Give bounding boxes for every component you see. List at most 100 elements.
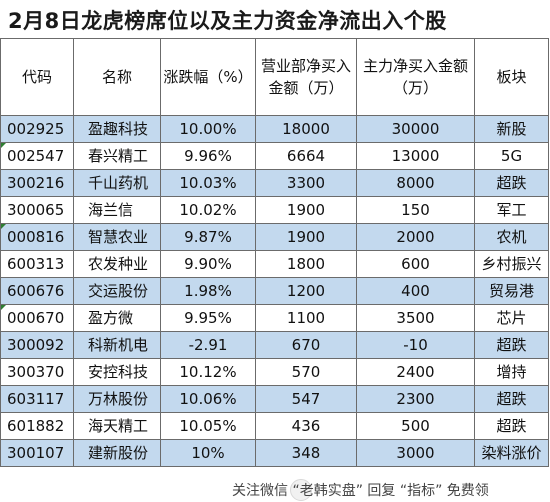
cell-name: 海兰信 xyxy=(73,196,161,224)
cell-marker-icon xyxy=(1,143,6,148)
cell-name-text: 盈趣科技 xyxy=(88,120,149,138)
cell-dept-net-buy-text: 1900 xyxy=(286,201,326,219)
cell-dept-net-buy: 3300 xyxy=(255,169,357,197)
cell-change: 10.03% xyxy=(160,169,256,197)
cell-name: 盈方微 xyxy=(73,304,161,332)
cell-marker-icon xyxy=(1,224,6,229)
cell-code: 600676 xyxy=(0,277,74,305)
cell-sector: 新股 xyxy=(474,115,549,143)
cell-change-text: 9.90% xyxy=(184,255,232,273)
cell-name-text: 春兴精工 xyxy=(88,147,149,165)
cell-sector-text: 芯片 xyxy=(496,309,527,327)
cell-main-net-buy: 400 xyxy=(356,277,475,305)
cell-change: 9.90% xyxy=(160,250,256,278)
table-row: 002547 春兴精工 9.96% 6664 13000 5G xyxy=(0,142,549,170)
cell-dept-net-buy-text: 1100 xyxy=(286,309,326,327)
cell-dept-net-buy: 1100 xyxy=(255,304,357,332)
cell-code: 600313 xyxy=(0,250,74,278)
cell-code: 300107 xyxy=(0,439,74,467)
cell-name-text: 安控科技 xyxy=(88,363,149,381)
cell-dept-net-buy: 570 xyxy=(255,358,357,386)
cell-code-text: 300370 xyxy=(7,363,65,381)
cell-dept-net-buy: 6664 xyxy=(255,142,357,170)
cell-main-net-buy: -10 xyxy=(356,331,475,359)
cell-main-net-buy-text: 500 xyxy=(401,417,430,435)
watermark-bar: 关注微信 “老韩实盘” 回复 “指标” 免费领 xyxy=(0,476,550,502)
cell-dept-net-buy: 18000 xyxy=(255,115,357,143)
cell-change: 10% xyxy=(160,439,256,467)
cell-main-net-buy-text: 3000 xyxy=(396,444,435,462)
cell-dept-net-buy-text: 670 xyxy=(291,336,321,354)
cell-sector-text: 染料涨价 xyxy=(481,444,542,462)
cell-code-text: 600676 xyxy=(7,282,65,300)
cell-dept-net-buy-text: 1900 xyxy=(286,228,326,246)
cell-dept-net-buy: 547 xyxy=(255,385,357,413)
cell-sector: 增持 xyxy=(474,358,549,386)
cell-sector: 乡村振兴 xyxy=(474,250,549,278)
cell-code-text: 603117 xyxy=(7,390,65,408)
cell-dept-net-buy-text: 547 xyxy=(291,390,321,408)
cell-code: 300370 xyxy=(0,358,74,386)
cell-sector-text: 超跌 xyxy=(496,336,527,354)
cell-code: 000816 xyxy=(0,223,74,251)
cell-dept-net-buy: 1800 xyxy=(255,250,357,278)
table-row: 300370 安控科技 10.12% 570 2400 增持 xyxy=(0,358,549,386)
cell-sector-text: 乡村振兴 xyxy=(481,255,542,273)
cell-change-text: 10.02% xyxy=(179,201,237,219)
cell-main-net-buy-text: 150 xyxy=(401,201,430,219)
cell-code: 601882 xyxy=(0,412,74,440)
cell-code-text: 300107 xyxy=(7,444,65,462)
cell-sector-text: 超跌 xyxy=(496,390,527,408)
col-header-main-net-buy: 主力净买入金额（万） xyxy=(356,38,475,116)
cell-name: 安控科技 xyxy=(73,358,161,386)
table-row: 601882 海天精工 10.05% 436 500 超跌 xyxy=(0,412,549,440)
table-row: 603117 万林股份 10.06% 547 2300 超跌 xyxy=(0,385,549,413)
cell-main-net-buy: 150 xyxy=(356,196,475,224)
table-body: 002925 盈趣科技 10.00% 18000 30000 新股 002547 春兴精工 9.… xyxy=(0,115,549,467)
cell-sector-text: 农机 xyxy=(496,228,527,246)
cell-sector-text: 贸易港 xyxy=(488,282,534,300)
cell-main-net-buy: 30000 xyxy=(356,115,475,143)
table-row: 600676 交运股份 1.98% 1200 400 贸易港 xyxy=(0,277,549,305)
cell-change-text: 1.98% xyxy=(184,282,232,300)
cell-name: 千山药机 xyxy=(73,169,161,197)
cell-name-text: 千山药机 xyxy=(88,174,149,192)
cell-change: 10.02% xyxy=(160,196,256,224)
cell-dept-net-buy-text: 6664 xyxy=(286,147,326,165)
cell-name: 科新机电 xyxy=(73,331,161,359)
cell-main-net-buy-text: 30000 xyxy=(391,120,440,138)
cell-dept-net-buy: 670 xyxy=(255,331,357,359)
cell-name: 海天精工 xyxy=(73,412,161,440)
cell-main-net-buy-text: 2000 xyxy=(396,228,435,246)
cell-name-text: 智慧农业 xyxy=(88,228,149,246)
col-header-code: 代码 xyxy=(0,38,74,116)
cell-name: 智慧农业 xyxy=(73,223,161,251)
cell-dept-net-buy-text: 18000 xyxy=(282,120,330,138)
cell-sector-text: 增持 xyxy=(496,363,527,381)
cell-name: 建新股份 xyxy=(73,439,161,467)
cell-name: 万林股份 xyxy=(73,385,161,413)
cell-sector: 超跌 xyxy=(474,412,549,440)
cell-name-text: 农发种业 xyxy=(88,255,149,273)
cell-sector: 军工 xyxy=(474,196,549,224)
table-row: 000670 盈方微 9.95% 1100 3500 芯片 xyxy=(0,304,549,332)
watermark-text: 关注微信 “老韩实盘” 回复 “指标” 免费领 xyxy=(232,483,489,499)
cell-main-net-buy: 500 xyxy=(356,412,475,440)
table-row: 300092 科新机电 -2.91 670 -10 超跌 xyxy=(0,331,549,359)
cell-main-net-buy: 3500 xyxy=(356,304,475,332)
cell-name-text: 建新股份 xyxy=(88,444,149,462)
cell-change: 10.12% xyxy=(160,358,256,386)
cell-code: 300216 xyxy=(0,169,74,197)
cell-sector: 5G xyxy=(474,142,549,170)
cell-name: 春兴精工 xyxy=(73,142,161,170)
cell-main-net-buy-text: 8000 xyxy=(396,174,435,192)
cell-main-net-buy-text: 600 xyxy=(401,255,430,273)
cell-code-text: 000816 xyxy=(7,228,65,246)
cell-change: 10.06% xyxy=(160,385,256,413)
col-header-name: 名称 xyxy=(73,38,161,116)
cell-main-net-buy: 2300 xyxy=(356,385,475,413)
cell-main-net-buy-text: 13000 xyxy=(391,147,440,165)
table-row: 002925 盈趣科技 10.00% 18000 30000 新股 xyxy=(0,115,549,143)
cell-change: 10.05% xyxy=(160,412,256,440)
cell-name-text: 交运股份 xyxy=(88,282,149,300)
